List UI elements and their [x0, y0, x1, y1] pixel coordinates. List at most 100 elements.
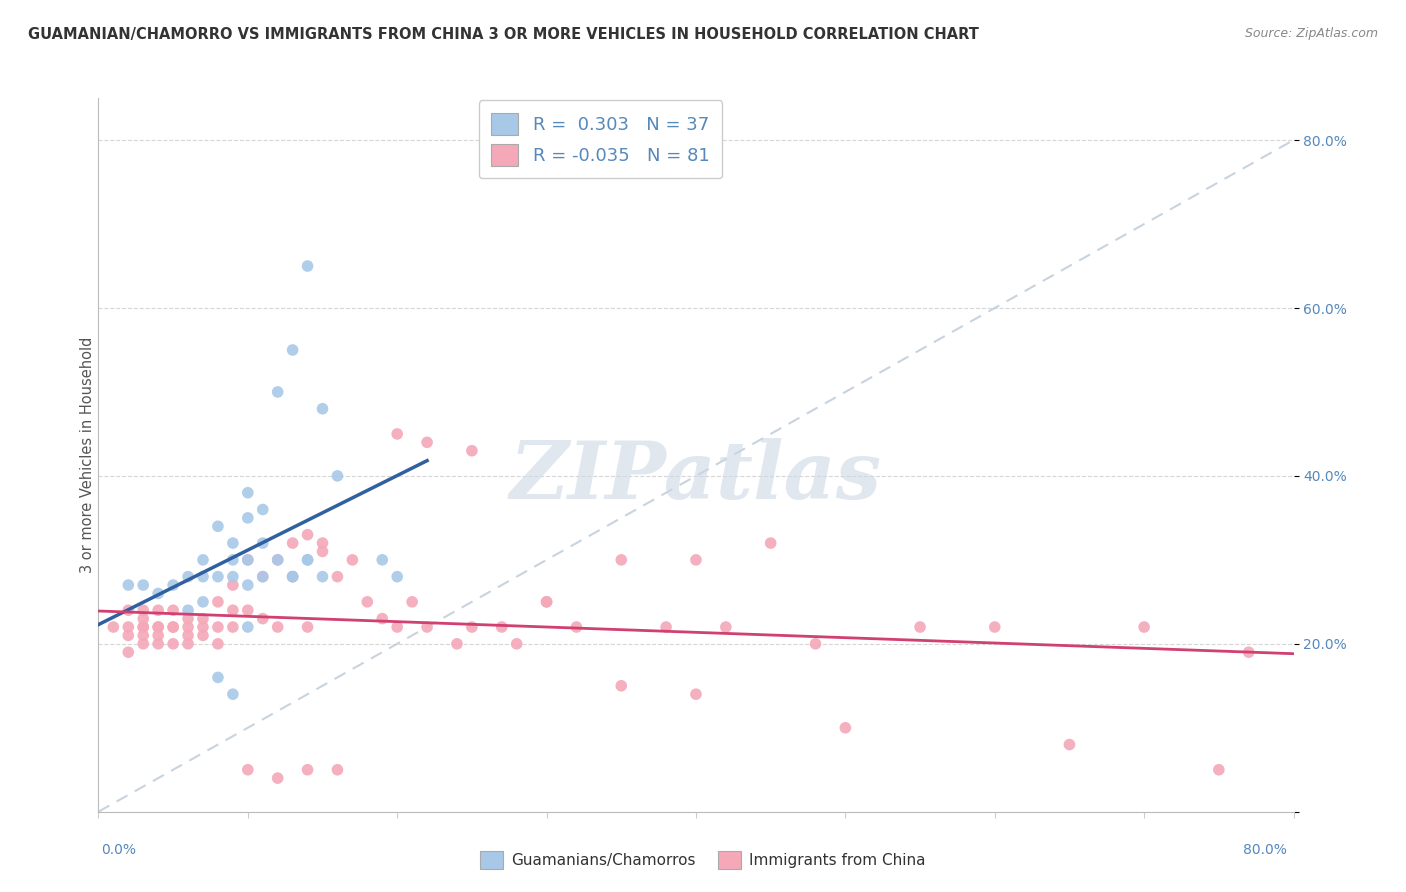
- Point: [207, 519, 229, 533]
- Point: [267, 620, 290, 634]
- Point: [297, 620, 319, 634]
- Point: [162, 620, 184, 634]
- Point: [191, 553, 214, 567]
- Point: [297, 553, 319, 567]
- Point: [236, 763, 259, 777]
- Legend: R =  0.303   N = 37, R = -0.035   N = 81: R = 0.303 N = 37, R = -0.035 N = 81: [478, 100, 723, 178]
- Point: [385, 569, 409, 583]
- Point: [267, 553, 290, 567]
- Point: [416, 435, 439, 450]
- Point: [191, 628, 214, 642]
- Point: [610, 553, 633, 567]
- Point: [207, 670, 229, 684]
- Point: [385, 620, 409, 634]
- Point: [311, 536, 333, 550]
- Point: [252, 536, 274, 550]
- Point: [222, 687, 245, 701]
- Point: [685, 687, 707, 701]
- Point: [252, 569, 274, 583]
- Point: [222, 578, 245, 592]
- Point: [236, 620, 259, 634]
- Point: [759, 536, 782, 550]
- Point: [252, 612, 274, 626]
- Point: [148, 586, 170, 600]
- Text: GUAMANIAN/CHAMORRO VS IMMIGRANTS FROM CHINA 3 OR MORE VEHICLES IN HOUSEHOLD CORR: GUAMANIAN/CHAMORRO VS IMMIGRANTS FROM CH…: [28, 27, 979, 42]
- Point: [311, 544, 333, 558]
- Point: [162, 620, 184, 634]
- Point: [191, 612, 214, 626]
- Point: [297, 763, 319, 777]
- Point: [148, 603, 170, 617]
- Point: [252, 502, 274, 516]
- Point: [326, 763, 349, 777]
- Point: [222, 553, 245, 567]
- Point: [222, 620, 245, 634]
- Point: [117, 645, 139, 659]
- Point: [207, 620, 229, 634]
- Point: [401, 595, 423, 609]
- Point: [191, 620, 214, 634]
- Point: [236, 553, 259, 567]
- Point: [610, 679, 633, 693]
- Point: [148, 637, 170, 651]
- Point: [236, 553, 259, 567]
- Point: [132, 603, 155, 617]
- Point: [162, 578, 184, 592]
- Point: [714, 620, 737, 634]
- Point: [191, 595, 214, 609]
- Point: [342, 553, 364, 567]
- Point: [267, 553, 290, 567]
- Point: [281, 536, 304, 550]
- Point: [252, 569, 274, 583]
- Point: [148, 628, 170, 642]
- Text: Source: ZipAtlas.com: Source: ZipAtlas.com: [1244, 27, 1378, 40]
- Point: [536, 595, 558, 609]
- Point: [132, 637, 155, 651]
- Point: [311, 401, 333, 416]
- Text: 0.0%: 0.0%: [101, 843, 136, 857]
- Point: [267, 384, 290, 399]
- Point: [461, 443, 484, 458]
- Point: [177, 603, 200, 617]
- Point: [506, 637, 529, 651]
- Text: 80.0%: 80.0%: [1243, 843, 1286, 857]
- Y-axis label: 3 or more Vehicles in Household: 3 or more Vehicles in Household: [80, 337, 94, 573]
- Point: [222, 536, 245, 550]
- Point: [565, 620, 588, 634]
- Point: [148, 620, 170, 634]
- Point: [177, 612, 200, 626]
- Point: [491, 620, 513, 634]
- Point: [371, 553, 394, 567]
- Point: [536, 595, 558, 609]
- Point: [177, 637, 200, 651]
- Legend: Guamanians/Chamorros, Immigrants from China: Guamanians/Chamorros, Immigrants from Ch…: [474, 845, 932, 875]
- Point: [148, 620, 170, 634]
- Point: [177, 628, 200, 642]
- Point: [311, 569, 333, 583]
- Point: [685, 553, 707, 567]
- Point: [416, 620, 439, 634]
- Point: [117, 628, 139, 642]
- Point: [177, 620, 200, 634]
- Point: [1133, 620, 1156, 634]
- Point: [281, 569, 304, 583]
- Point: [834, 721, 856, 735]
- Point: [236, 511, 259, 525]
- Point: [117, 620, 139, 634]
- Point: [371, 612, 394, 626]
- Point: [236, 578, 259, 592]
- Point: [207, 569, 229, 583]
- Point: [117, 578, 139, 592]
- Point: [446, 637, 468, 651]
- Point: [908, 620, 931, 634]
- Text: ZIPatlas: ZIPatlas: [510, 438, 882, 515]
- Point: [222, 569, 245, 583]
- Point: [132, 612, 155, 626]
- Point: [132, 578, 155, 592]
- Point: [281, 569, 304, 583]
- Point: [103, 620, 125, 634]
- Point: [326, 569, 349, 583]
- Point: [177, 569, 200, 583]
- Point: [297, 259, 319, 273]
- Point: [1208, 763, 1230, 777]
